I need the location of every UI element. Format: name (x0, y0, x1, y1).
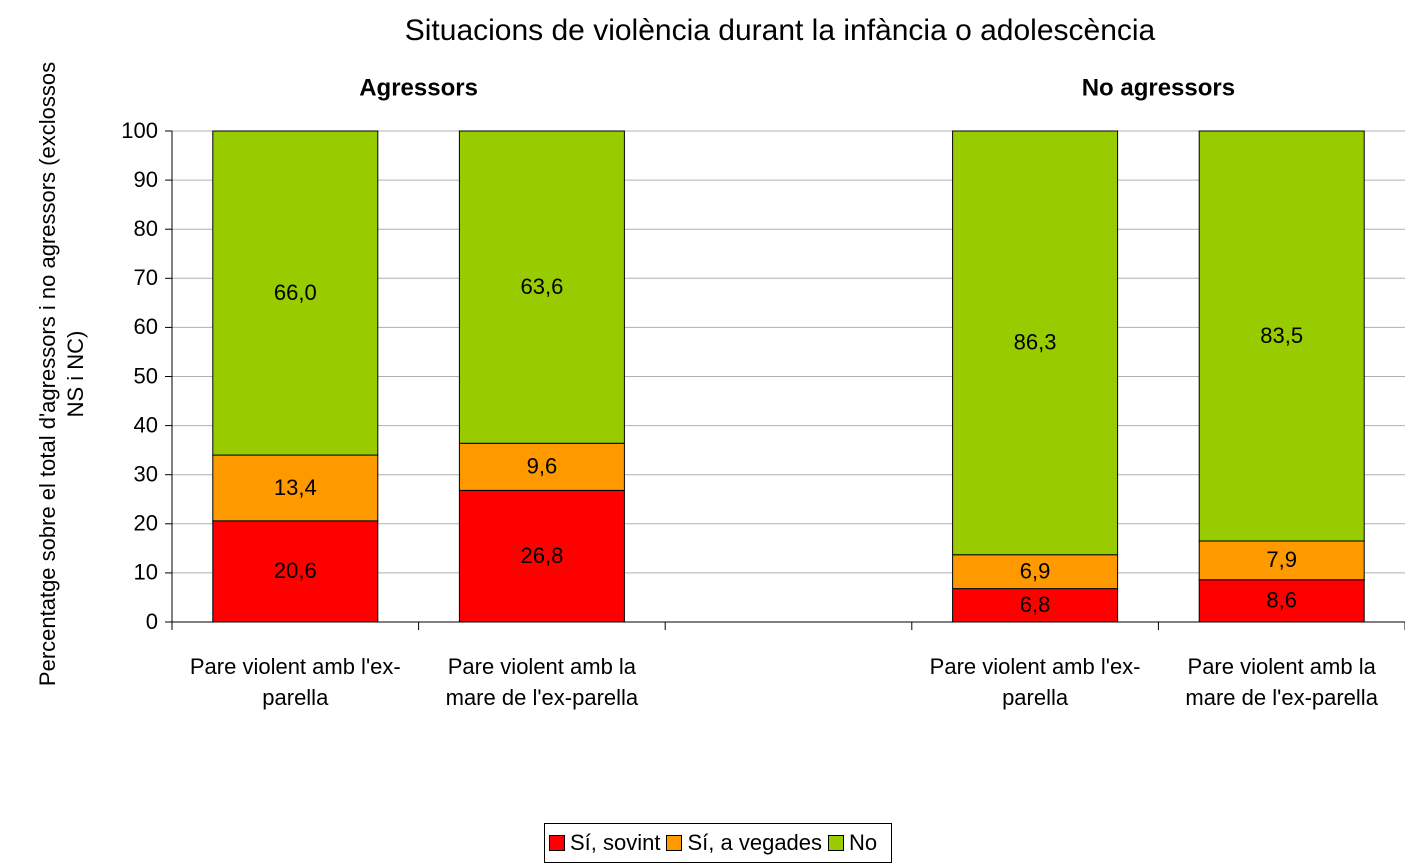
data-label: 86,3 (1014, 330, 1057, 355)
bar-segment (1198, 579, 1365, 623)
data-label: 6,8 (1020, 592, 1051, 617)
data-label: 8,6 (1266, 588, 1297, 613)
y-tick-label: 10 (134, 560, 158, 585)
legend: Sí, sovint Sí, a vegades No (544, 823, 893, 863)
y-tick-label: 60 (134, 314, 158, 339)
data-label: 13,4 (274, 475, 317, 500)
bar-segment (212, 130, 379, 456)
bar-segment (212, 520, 379, 623)
data-label: 7,9 (1266, 547, 1297, 572)
bar-segment (952, 588, 1119, 623)
y-tick-label: 80 (134, 216, 158, 241)
bar-segment (458, 442, 625, 491)
y-tick-label: 40 (134, 412, 158, 437)
legend-swatch (666, 835, 683, 851)
data-label: 26,8 (520, 543, 563, 568)
y-tick-label: 50 (134, 363, 158, 388)
group-label: Agressors (359, 74, 478, 101)
bar-segment (458, 489, 625, 623)
data-label: 66,0 (274, 280, 317, 305)
y-tick-label: 0 (146, 609, 158, 634)
legend-label: No (849, 830, 878, 855)
x-tick-label: Pare violent amb l'ex-parella (189, 654, 401, 710)
data-label: 63,6 (520, 274, 563, 299)
chart-title: Situacions de violència durant la infànc… (405, 14, 1156, 47)
y-tick-label: 20 (134, 511, 158, 536)
legend-item: Sí, a vegades (666, 830, 822, 856)
bar-segment (1198, 130, 1365, 542)
x-tick-label: Pare violent amb la mare de l'ex-parella (445, 654, 639, 710)
legend-item: No (828, 830, 877, 856)
legend-swatch (549, 835, 565, 851)
data-label: 83,5 (1260, 323, 1303, 348)
legend-label: Sí, a vegades (687, 830, 823, 855)
x-tick-label: Pare violent amb la mare de l'ex-parella (1185, 654, 1378, 710)
y-tick-label: 30 (134, 462, 158, 487)
y-axis-label: Percentatge sobre el total d'agressors i… (35, 61, 88, 687)
bar-segment (212, 454, 379, 522)
data-label: 9,6 (527, 454, 558, 479)
group-label: No agressors (1082, 74, 1235, 101)
y-tick-label: 100 (121, 118, 158, 143)
bar-segment (952, 554, 1119, 590)
y-tick-label: 90 (134, 167, 158, 192)
legend-label: Sí, sovint (570, 830, 661, 855)
data-label: 20,6 (274, 558, 317, 583)
x-tick-label: Pare violent amb l'ex-parella (929, 654, 1141, 710)
legend-item: Sí, sovint (549, 830, 660, 856)
y-tick-label: 70 (134, 265, 158, 290)
data-label: 6,9 (1020, 558, 1051, 583)
legend-swatch (828, 835, 845, 851)
bar-segment (952, 130, 1119, 556)
bar-segment (458, 130, 625, 444)
